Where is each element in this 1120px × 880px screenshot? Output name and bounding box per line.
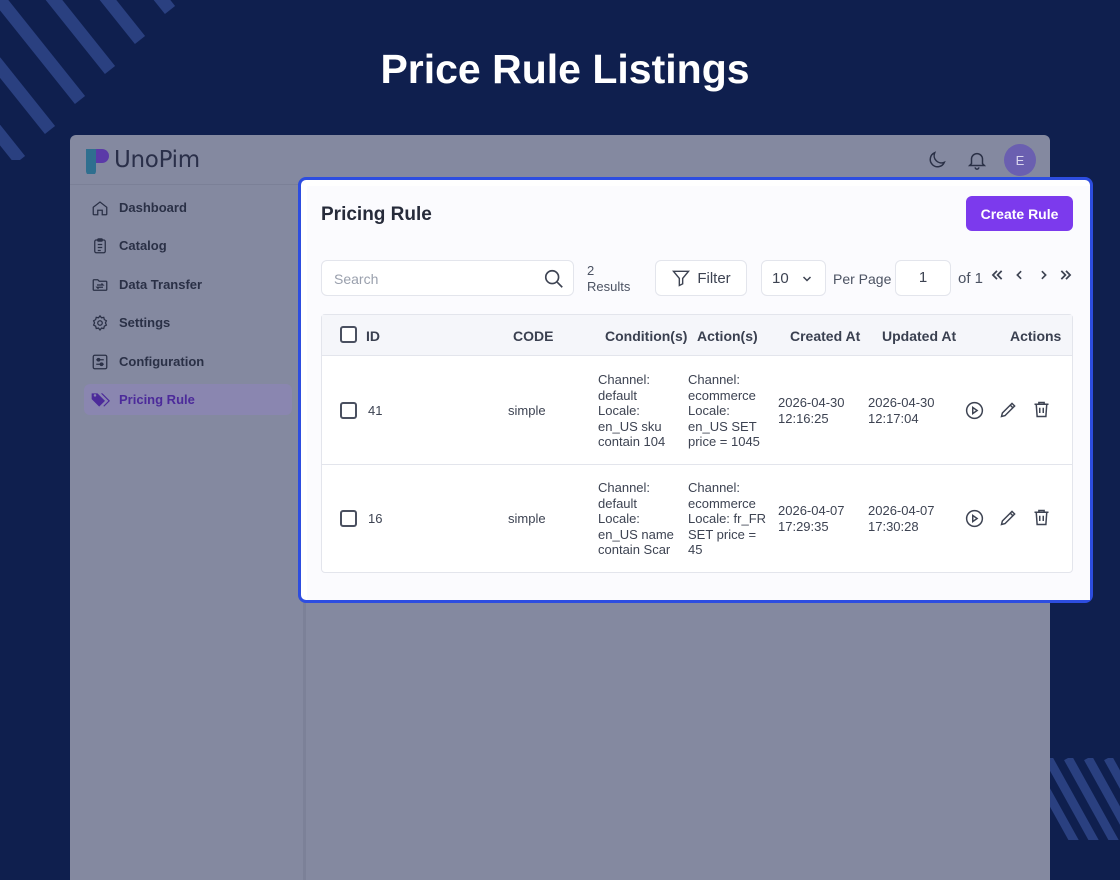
chevron-left-icon [1016,270,1022,280]
column-header-actions-rules[interactable]: Action(s) [697,328,758,344]
logo[interactable]: UnoPim [83,146,200,174]
bell-icon [967,152,987,170]
sidebar-item-data-transfer[interactable]: Data Transfer [84,269,292,300]
select-all-checkbox[interactable] [340,326,357,343]
sidebar-item-pricing-rule[interactable]: Pricing Rule [84,384,292,415]
edit-rule-button[interactable] [997,506,1019,528]
pencil-icon [999,509,1016,526]
chevron-right-icon [1041,270,1047,280]
row-id: 16 [368,511,383,526]
next-page-button[interactable] [1037,268,1050,287]
page-title: Pricing Rule [321,204,432,225]
folder-transfer-icon [90,275,110,295]
table-header: ID CODE Condition(s) Action(s) Created A… [322,315,1072,356]
run-rule-button[interactable] [963,507,985,529]
gear-icon [90,313,110,333]
row-id: 41 [368,403,383,418]
run-rule-button[interactable] [963,399,985,421]
play-circle-icon [965,509,983,527]
hero-title: Price Rule Listings [380,46,750,92]
chevrons-left-icon [991,270,1003,280]
logo-text: UnoPim [114,147,200,173]
trash-icon [1034,401,1048,417]
search-icon [544,269,563,288]
trash-icon [1034,509,1048,525]
sidebar-item-catalog[interactable]: Catalog [84,230,292,261]
search-placeholder: Search [334,271,379,287]
table-row: 41 simple Channel: default Locale: en_US… [322,356,1072,465]
row-code: simple [508,511,546,526]
funnel-icon [672,270,691,287]
tags-icon [90,390,110,410]
edit-rule-button[interactable] [997,398,1019,420]
decorative-stripes-bottom-right [1048,758,1120,840]
column-header-actions: Actions [1010,328,1062,344]
sliders-icon [90,352,110,372]
row-created-at: 2026-04-30 12:16:25 [778,395,845,426]
results-count: 2 Results [587,263,631,294]
prev-page-button[interactable] [1013,268,1026,287]
table-row: 16 simple Channel: default Locale: en_US… [322,465,1072,574]
search-input[interactable]: Search [321,260,574,296]
row-actions-rules: Channel: ecommerce Locale: fr_FR SET pri… [688,480,767,557]
sidebar-item-settings[interactable]: Settings [84,307,292,338]
delete-rule-button[interactable] [1030,506,1052,528]
row-created-at: 2026-04-07 17:29:35 [778,503,845,534]
per-page-select[interactable]: 10 [761,260,826,296]
chevron-down-icon [802,276,812,282]
unopim-logo-icon [86,149,109,174]
user-avatar[interactable]: E [1004,144,1036,176]
sidebar-item-configuration[interactable]: Configuration [84,346,292,377]
row-code: simple [508,403,546,418]
notifications-button[interactable] [964,147,990,173]
column-header-id[interactable]: ID [366,328,380,344]
row-checkbox[interactable] [340,402,357,419]
chevrons-right-icon [1060,270,1072,280]
row-conditions: Channel: default Locale: en_US sku conta… [598,372,666,449]
decorative-stripes-top-left [0,0,180,160]
pricing-rule-table: ID CODE Condition(s) Action(s) Created A… [321,314,1073,573]
column-header-created-at[interactable]: Created At [790,328,861,344]
page-total: of 1 [958,270,984,287]
sidebar-item-label: Pricing Rule [119,392,195,407]
row-conditions: Channel: default Locale: en_US name cont… [598,480,674,557]
clipboard-icon [90,236,110,256]
page-number-input[interactable]: 1 [895,260,951,296]
column-header-code[interactable]: CODE [513,328,554,344]
last-page-button[interactable] [1059,268,1073,287]
filter-button[interactable]: Filter [655,260,747,296]
sidebar-item-dashboard[interactable]: Dashboard [84,192,292,223]
pencil-icon [999,401,1016,418]
dark-mode-toggle[interactable] [924,147,950,173]
create-rule-button[interactable]: Create Rule [966,196,1073,231]
sidebar-item-label: Settings [119,315,171,330]
row-actions-rules: Channel: ecommerce Locale: en_US SET pri… [688,372,760,449]
delete-rule-button[interactable] [1030,398,1052,420]
sidebar-item-label: Catalog [119,238,167,253]
column-header-updated-at[interactable]: Updated At [882,328,957,344]
row-checkbox[interactable] [340,510,357,527]
first-page-button[interactable] [990,268,1004,287]
per-page-value: 10 [772,270,789,287]
play-circle-icon [965,401,983,419]
per-page-label: Per Page [833,271,892,287]
row-updated-at: 2026-04-07 17:30:28 [868,503,935,534]
filter-label: Filter [697,269,731,287]
sidebar-item-label: Data Transfer [119,277,203,292]
sidebar-item-label: Configuration [119,354,205,369]
sidebar: Dashboard Catalog Data Transfer Settings… [70,185,306,880]
home-icon [90,198,110,218]
column-header-conditions[interactable]: Condition(s) [605,328,688,344]
row-updated-at: 2026-04-30 12:17:04 [868,395,935,426]
sidebar-item-label: Dashboard [119,200,187,215]
moon-icon [929,151,946,168]
